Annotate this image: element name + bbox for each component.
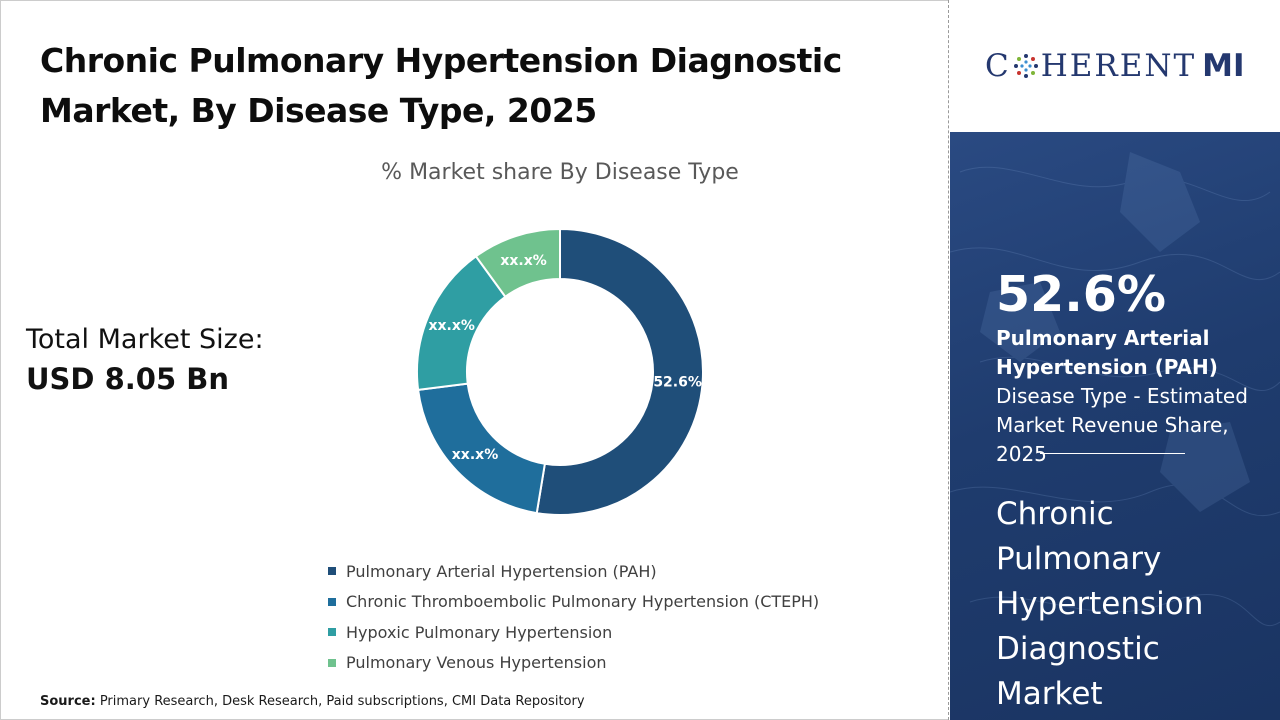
logo-word: HERENT: [1040, 48, 1197, 84]
legend-label-3: Hypoxic Pulmonary Hypertension: [346, 622, 613, 642]
page-title: Chronic Pulmonary Hypertension Diagnosti…: [40, 36, 880, 136]
donut-slice-4: [474, 227, 561, 299]
legend-label-2: Chronic Thromboembolic Pulmonary Hyperte…: [346, 592, 820, 612]
donut-chart: 52.6% xx.x% xx.x% xx.x%: [416, 227, 704, 516]
total-market-size-label: Total Market Size:: [26, 324, 264, 355]
highlight-panel: [950, 132, 1280, 720]
highlight-segment: Pulmonary Arterial Hypertension (PAH): [996, 326, 1218, 379]
chart-subtitle: % Market share By Disease Type: [381, 160, 739, 185]
page-title-line1: Chronic Pulmonary Hypertension Diagnosti…: [40, 41, 842, 80]
legend-item-4: Pulmonary Venous Hypertension: [328, 648, 819, 679]
source-label: Source:: [40, 694, 96, 709]
donut-data-label-4: xx.x%: [500, 253, 546, 269]
highlight-value: 52.6%: [996, 266, 1166, 323]
main-panel: [0, 0, 948, 720]
donut-data-label-3: xx.x%: [428, 318, 474, 334]
logo-letter-c: C: [985, 48, 1011, 84]
coherent-mi-logo: C HERENT MI: [985, 48, 1245, 84]
legend-swatch-2: [328, 597, 336, 606]
donut-data-label-1: 52.6%: [653, 375, 702, 391]
panel-divider: [948, 0, 949, 720]
highlight-rule: [1040, 453, 1185, 454]
source-text: Primary Research, Desk Research, Paid su…: [95, 694, 585, 709]
map-texture: [950, 152, 1280, 627]
legend-item-3: Hypoxic Pulmonary Hypertension: [328, 617, 819, 648]
legend-swatch-3: [328, 628, 336, 637]
legend-item-1: Pulmonary Arterial Hypertension (PAH): [328, 556, 819, 587]
donut-slice-1: [535, 227, 704, 516]
total-market-size-value: USD 8.05 Bn: [26, 362, 229, 396]
legend-swatch-1: [328, 567, 336, 576]
page-title-line2: Market, By Disease Type, 2025: [40, 91, 597, 130]
side-market-title: Chronic Pulmonary Hypertension Diagnosti…: [996, 496, 1204, 712]
chart-legend: Pulmonary Arterial Hypertension (PAH) Chr…: [328, 556, 819, 678]
legend-label-4: Pulmonary Venous Hypertension: [346, 653, 607, 673]
legend-swatch-4: [328, 658, 336, 667]
legend-label-1: Pulmonary Arterial Hypertension (PAH): [346, 561, 657, 581]
logo-dots-icon: [1013, 54, 1038, 78]
source-note: Source: Primary Research, Desk Research,…: [40, 694, 585, 709]
legend-item-2: Chronic Thromboembolic Pulmonary Hyperte…: [328, 587, 819, 618]
highlight-description: Disease Type - Estimated Market Revenue …: [996, 384, 1248, 466]
logo-mi: MI: [1202, 48, 1245, 84]
donut-data-label-2: xx.x%: [452, 447, 498, 463]
